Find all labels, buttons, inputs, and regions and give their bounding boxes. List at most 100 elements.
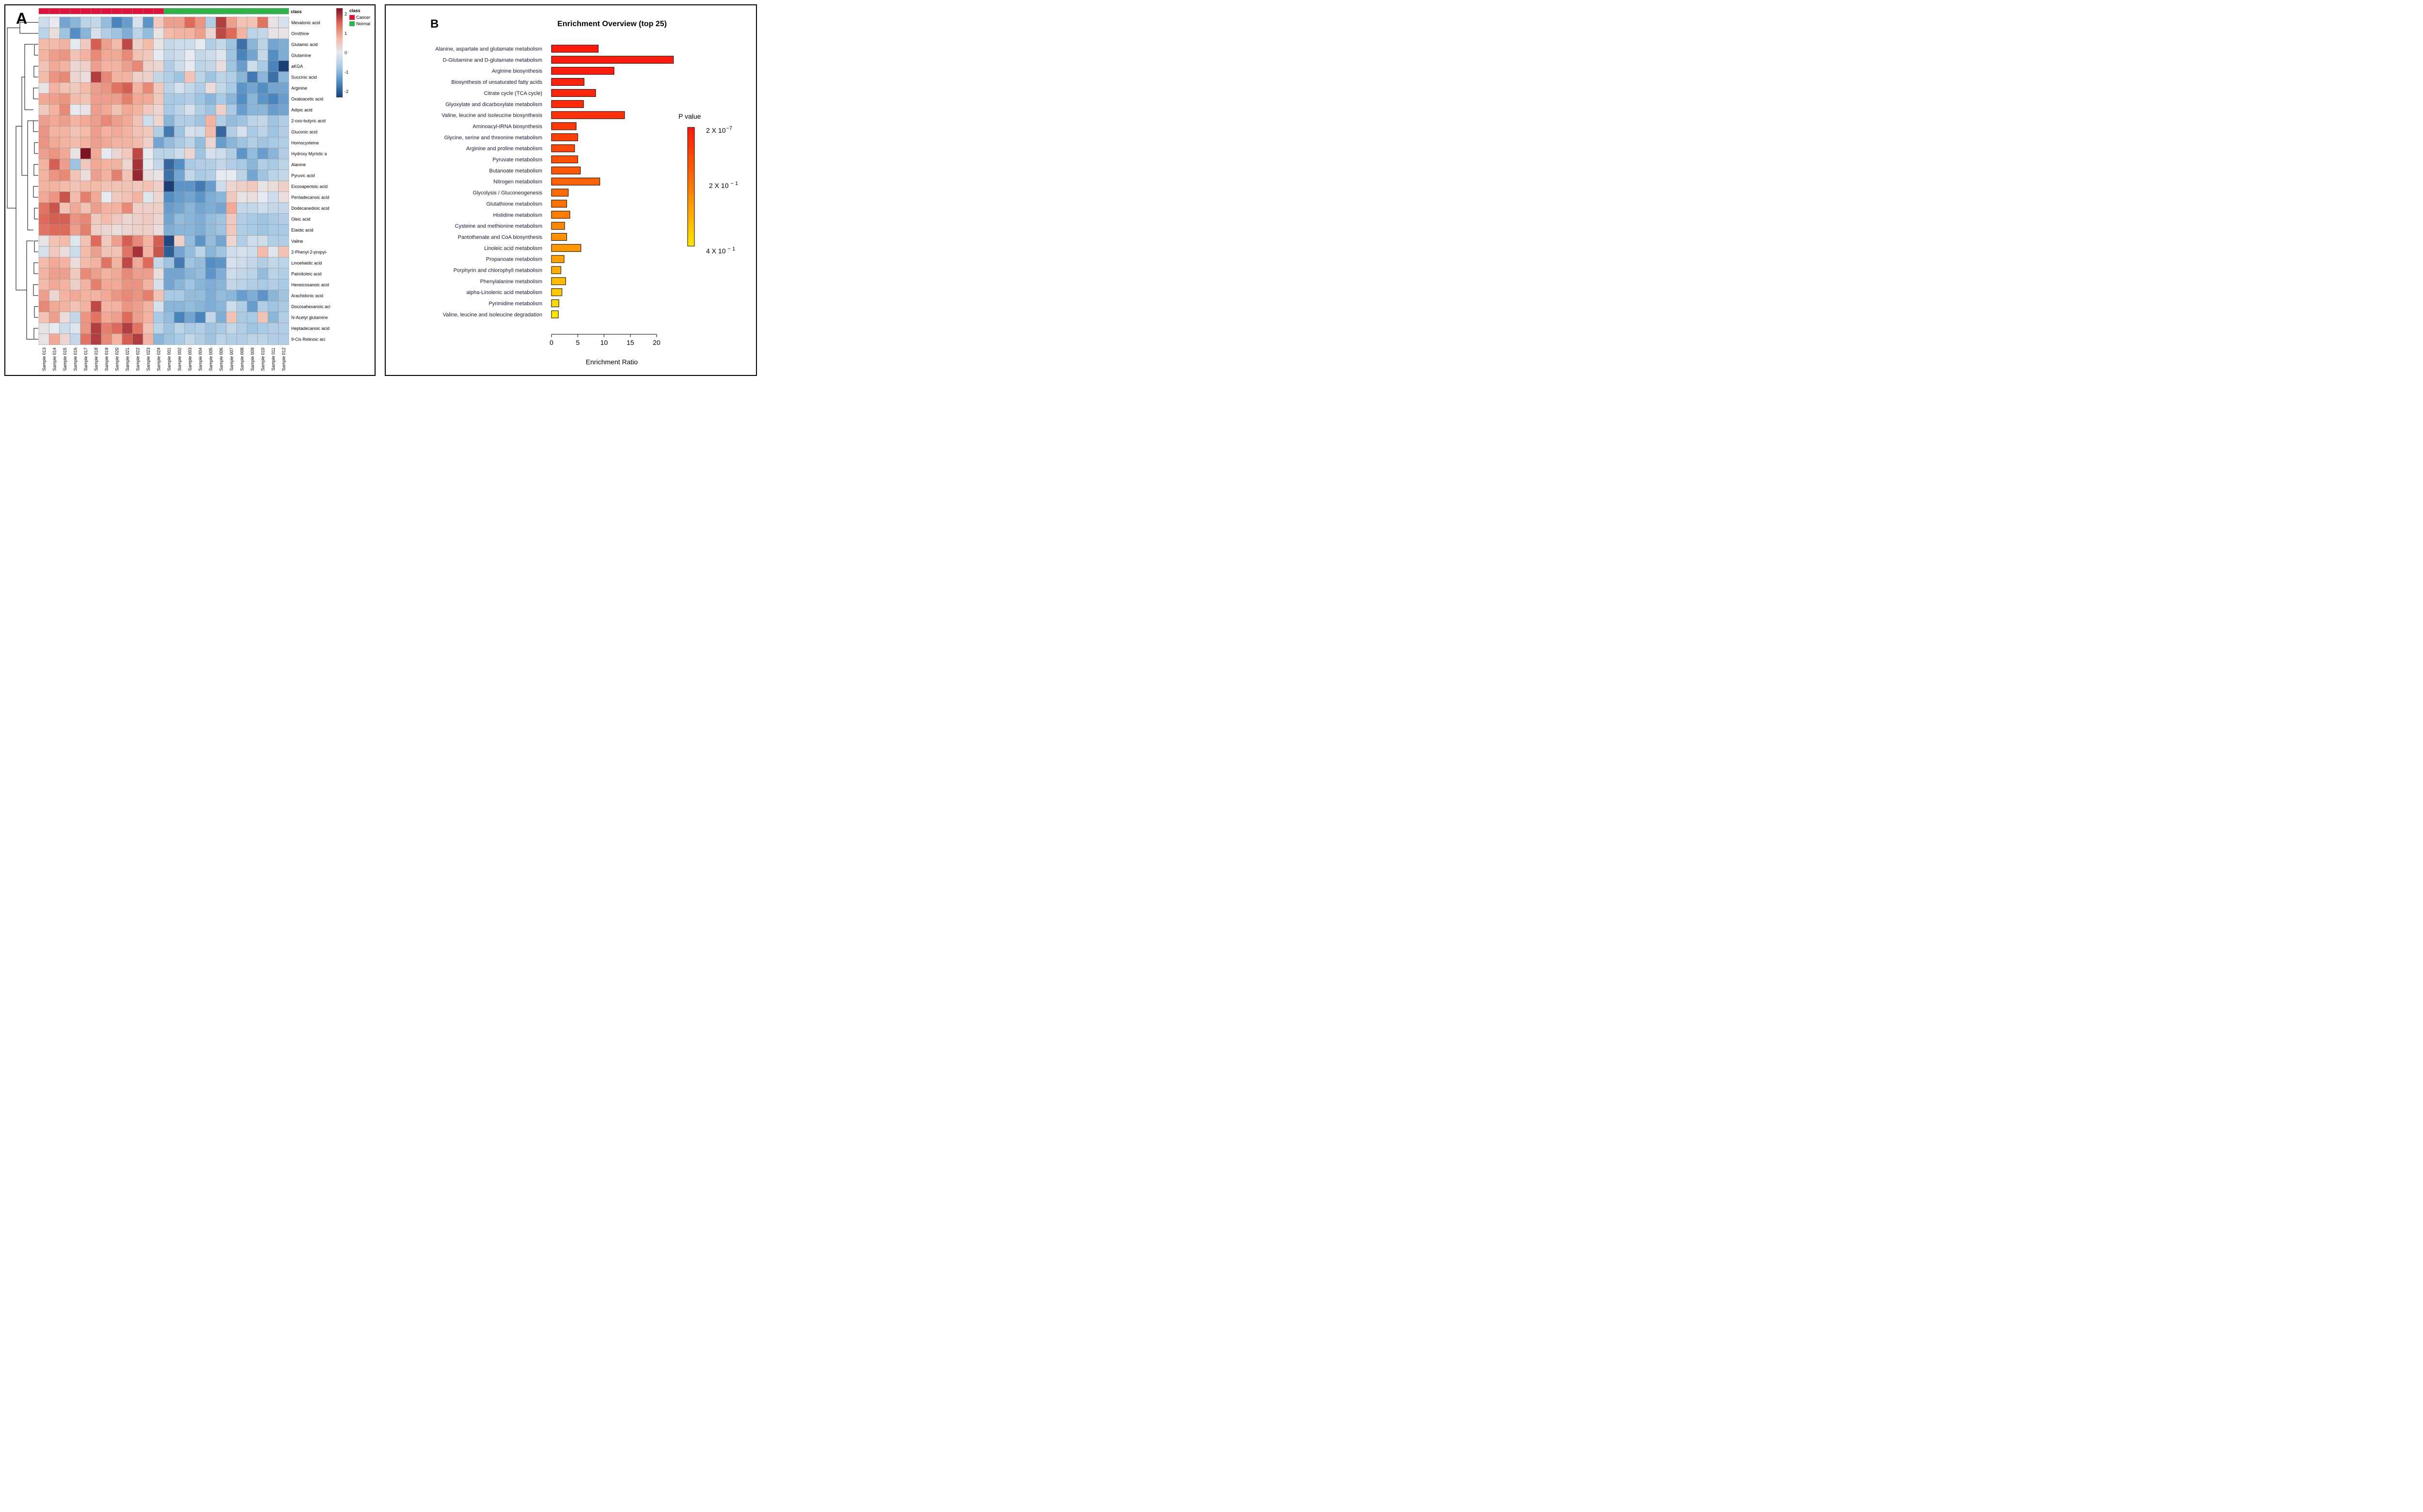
heatmap-cell (226, 104, 237, 116)
heatmap-cell (205, 246, 216, 258)
class-annotation-cell (257, 8, 268, 15)
heatmap-cell (111, 333, 123, 345)
heatmap-cell (236, 312, 248, 323)
heatmap-cell (111, 268, 123, 280)
heatmap-cell (174, 203, 185, 214)
heatmap-cell (257, 170, 268, 181)
heatmap-cell (216, 170, 227, 181)
heatmap-cell (174, 170, 185, 181)
heatmap-cell (257, 60, 268, 72)
heatmap-cell (236, 16, 248, 28)
row-label: Succinic acid (291, 75, 317, 80)
heatmap-cell (257, 93, 268, 105)
heatmap-cell (184, 203, 195, 214)
heatmap-cell (278, 148, 289, 159)
heatmap-cell (111, 28, 123, 39)
heatmap-cell (216, 71, 227, 83)
class-annotation-cell (59, 8, 70, 15)
panel-label: B (430, 17, 439, 31)
heatmap-cell (216, 38, 227, 50)
heatmap-cell (111, 104, 123, 116)
heatmap-cell (153, 224, 164, 236)
heatmap-cell (70, 246, 81, 258)
heatmap-cell (38, 203, 49, 214)
heatmap-cell (205, 104, 216, 116)
row-label: 2-oxo-butyric acid (291, 119, 326, 124)
class-annotation-label: class (291, 9, 302, 14)
heatmap-cell (163, 180, 174, 192)
heatmap-cell (80, 180, 91, 192)
heatmap-cell (174, 290, 185, 301)
dendrogram-branch (34, 240, 38, 252)
heatmap-cell (132, 290, 143, 301)
heatmap-cell (80, 235, 91, 247)
heatmap-cell (226, 300, 237, 312)
heatmap-cell (195, 180, 206, 192)
heatmap-cell (278, 93, 289, 105)
category-label: Alanine, aspartate and glutamate metabol… (435, 47, 542, 52)
heatmap-cell (59, 213, 70, 225)
heatmap-cell (132, 224, 143, 236)
heatmap-cell (184, 257, 195, 268)
heatmap-cell (205, 191, 216, 203)
heatmap-cell (226, 158, 237, 170)
heatmap-cell (174, 137, 185, 148)
heatmap-cell (101, 158, 112, 170)
category-label: alpha-Linolenic acid metabolism (466, 290, 542, 296)
heatmap-cell (278, 235, 289, 247)
heatmap-cell (153, 290, 164, 301)
class-annotation-cell (101, 8, 112, 15)
column-label: Sample 024 (156, 348, 161, 371)
dendrogram-branch (33, 284, 38, 296)
heatmap-cell (184, 191, 195, 203)
heatmap-cell (216, 180, 227, 192)
heatmap-cell (278, 191, 289, 203)
heatmap-cell (174, 158, 185, 170)
class-annotation-cell (174, 8, 185, 15)
heatmap-cell (38, 333, 49, 345)
class-annotation-cell (267, 8, 279, 15)
heatmap-cell (216, 148, 227, 159)
heatmap-cell (80, 115, 91, 126)
heatmap-cell (80, 279, 91, 291)
heatmap-cell (101, 38, 112, 50)
heatmap-cell (59, 300, 70, 312)
heatmap-cell (174, 213, 185, 225)
heatmap-cell (195, 49, 206, 61)
heatmap-cell (70, 257, 81, 268)
heatmap-cell (226, 235, 237, 247)
heatmap-cell (216, 60, 227, 72)
class-annotation-cell (184, 8, 195, 15)
heatmap-cell (236, 191, 248, 203)
heatmap-cell (80, 257, 91, 268)
heatmap-cell (226, 323, 237, 334)
heatmap-cell (91, 224, 102, 236)
category-label: Propanoate metabolism (486, 257, 542, 263)
heatmap-cell (174, 28, 185, 39)
heatmap-cell (80, 16, 91, 28)
heatmap-cell (142, 300, 154, 312)
heatmap-cell (267, 224, 279, 236)
heatmap-cell (111, 49, 123, 61)
heatmap-cell (59, 16, 70, 28)
heatmap-cell (132, 60, 143, 72)
heatmap-cell (101, 333, 112, 345)
enrichment-bar (551, 166, 581, 174)
row-label: Docosahexanoic aci (291, 304, 330, 309)
heatmap-cell (80, 300, 91, 312)
heatmap-cell (184, 60, 195, 72)
heatmap-cell (195, 28, 206, 39)
heatmap-cell (257, 268, 268, 280)
heatmap-cell (216, 290, 227, 301)
heatmap-cell (70, 60, 81, 72)
heatmap-cell (153, 213, 164, 225)
heatmap-cell (153, 246, 164, 258)
heatmap-cell (195, 93, 206, 105)
heatmap-cell (267, 148, 279, 159)
heatmap-cell (163, 268, 174, 280)
heatmap-cell (195, 312, 206, 323)
heatmap-cell (247, 115, 258, 126)
heatmap-cell (38, 71, 49, 83)
heatmap-cell (91, 60, 102, 72)
